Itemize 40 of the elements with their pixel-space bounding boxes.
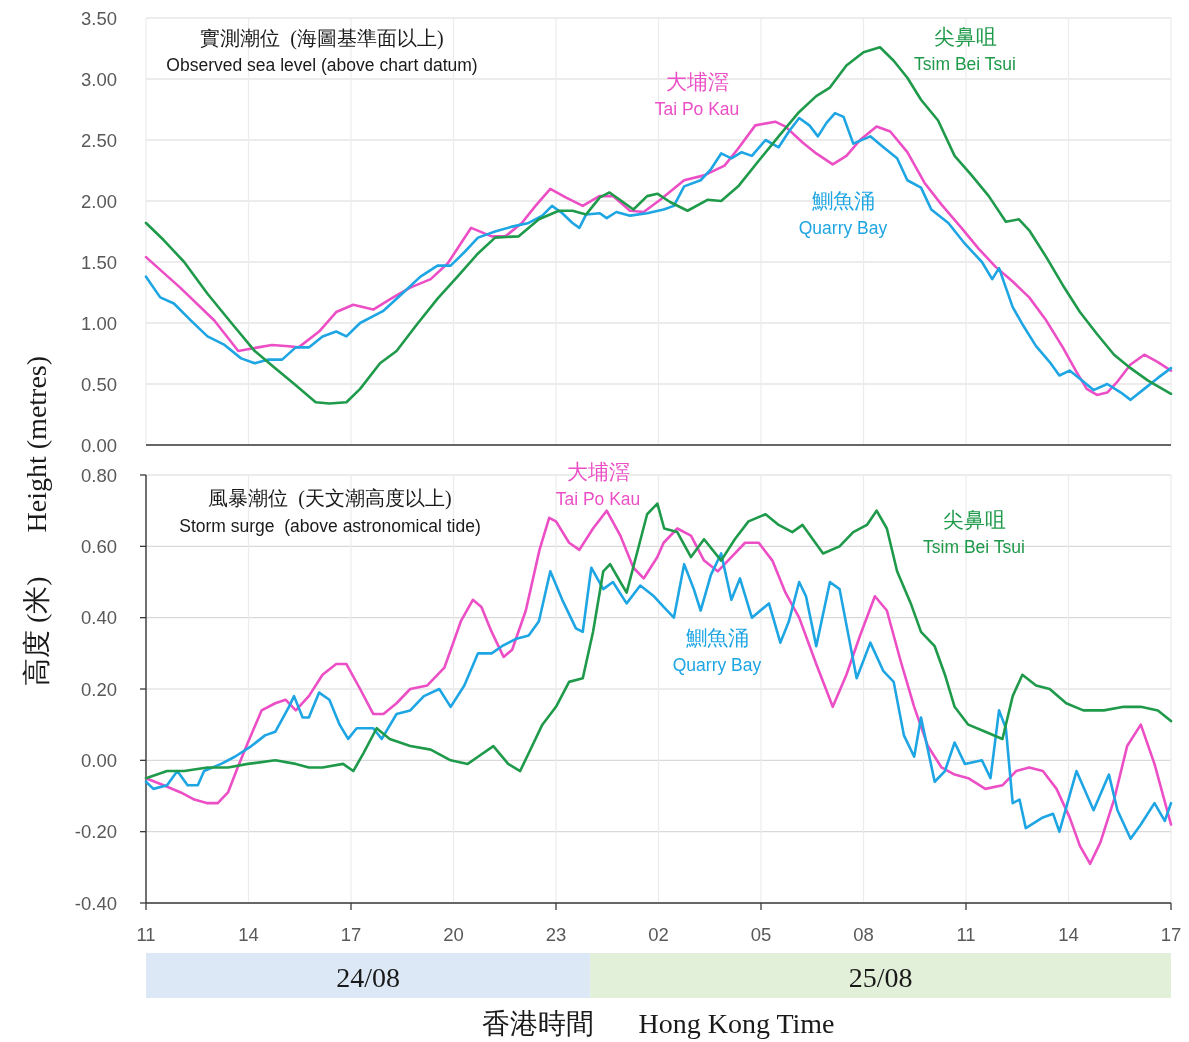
series-label: 鰂魚涌 Quarry Bay (798, 189, 888, 238)
y-tick-label: 0.60 (80, 535, 117, 557)
text: Observed sea level (above chart datum) (166, 55, 478, 75)
y-tick-label: 1.50 (80, 251, 117, 273)
text: 香港時間 Hong Kong Time (482, 1008, 835, 1039)
x-tick-label: 11 (136, 924, 156, 945)
text: 風暴潮位 (天文潮高度以上) (208, 487, 452, 510)
y-tick-label: 2.50 (80, 129, 117, 151)
y-tick-label: 0.00 (80, 434, 117, 456)
text: 25/08 (848, 962, 913, 993)
x-tick-label: 14 (238, 924, 259, 945)
x-tick-label: 17 (340, 924, 362, 945)
y-tick-label: 0.00 (80, 749, 117, 771)
y-tick-label: 3.50 (80, 7, 117, 29)
y-tick-label: 1.00 (80, 312, 117, 334)
x-tick-label: 08 (853, 924, 874, 945)
y-tick-label: -0.20 (74, 821, 117, 843)
x-tick-label: 11 (956, 924, 976, 945)
y-tick-label: 0.50 (80, 373, 117, 395)
x-tick-label: 02 (648, 924, 669, 945)
chart-title: 實測潮位 (海圖基準面以上) (200, 27, 444, 50)
text: 24/08 (336, 962, 400, 993)
x-tick-label: 23 (545, 924, 567, 945)
text: Storm surge (above astronomical tide) (179, 516, 481, 536)
x-tick-label: 14 (1058, 924, 1079, 945)
y-tick-label: 0.40 (80, 607, 117, 629)
x-tick-label: 17 (1160, 924, 1182, 945)
x-tick-label: 20 (443, 924, 464, 945)
series-label: 鰂魚涌 Quarry Bay (672, 626, 762, 675)
y-tick-label: 0.80 (80, 464, 117, 486)
text: 高度 (米) Height (metres) (20, 355, 52, 687)
series-label: 尖鼻咀 Tsim Bei Tsui (923, 508, 1025, 557)
series-label: 尖鼻咀 Tsim Bei Tsui (914, 25, 1016, 74)
series-label: 大埔滘 Tai Po Kau (555, 460, 641, 509)
series-label: 大埔滘 Tai Po Kau (654, 70, 740, 119)
y-tick-label: 3.00 (80, 68, 117, 90)
y-tick-label: 2.00 (80, 190, 117, 212)
y-tick-label: -0.40 (74, 892, 117, 914)
y-tick-label: 0.20 (80, 678, 117, 700)
x-tick-label: 05 (750, 924, 772, 945)
